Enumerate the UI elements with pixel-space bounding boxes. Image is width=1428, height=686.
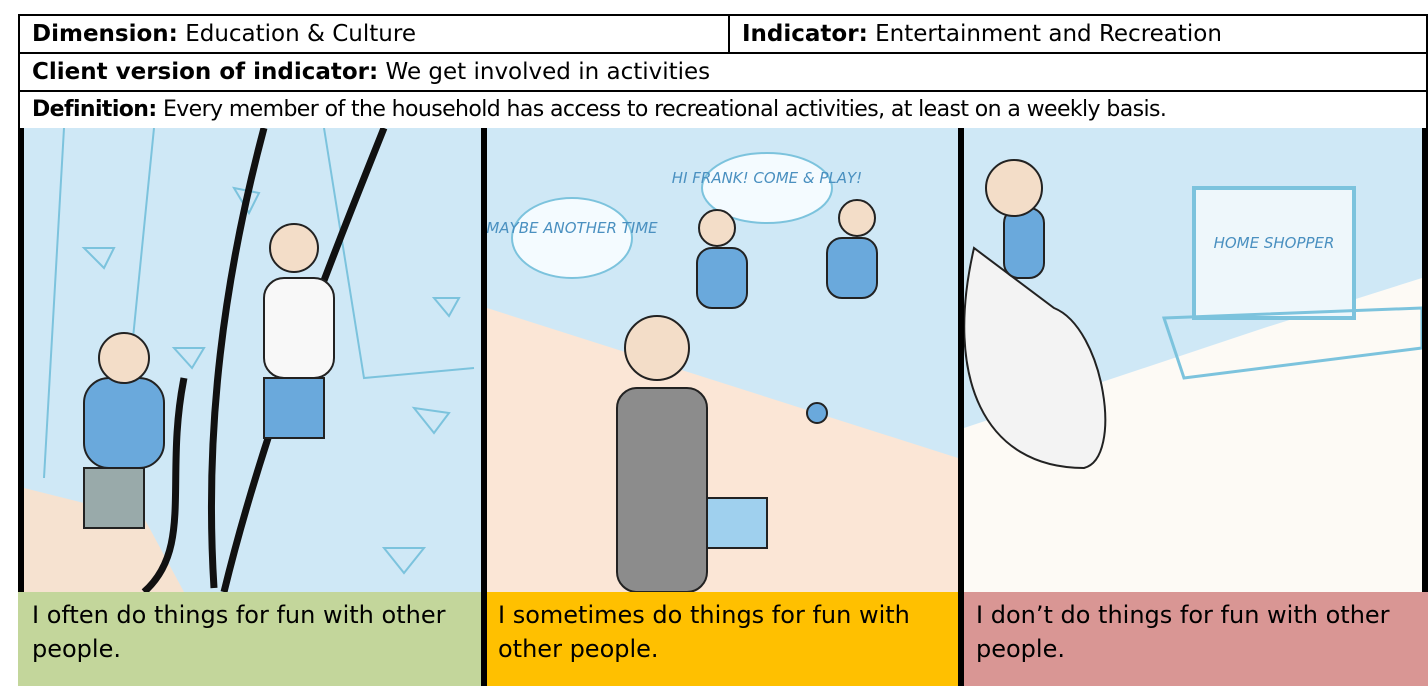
dimension-value: Education & Culture bbox=[185, 21, 416, 47]
indicator-label: Indicator: bbox=[742, 21, 868, 47]
football-drawing: MAYBE ANOTHER TIME HI FRANK! COME & PLAY… bbox=[487, 128, 958, 592]
caption-text: I sometimes do things for fun with other… bbox=[498, 601, 910, 663]
divider bbox=[958, 592, 964, 686]
client-version-value: We get involved in activities bbox=[385, 59, 711, 85]
bubble-text: MAYBE ANOTHER TIME bbox=[487, 219, 658, 237]
dimension-label: Dimension: bbox=[32, 21, 178, 47]
definition-cell: Definition: Every member of the househol… bbox=[18, 90, 1428, 130]
tv-illustration: HOME SHOPPER bbox=[958, 128, 1428, 592]
caption-never: I don’t do things for fun with other peo… bbox=[962, 592, 1428, 686]
tv-text: HOME SHOPPER bbox=[1214, 234, 1335, 252]
bubble-text: HI FRANK! COME & PLAY! bbox=[672, 169, 862, 187]
indicator-value: Entertainment and Recreation bbox=[875, 21, 1222, 47]
caption-often: I often do things for fun with other peo… bbox=[18, 592, 484, 686]
caption-text: I don’t do things for fun with other peo… bbox=[976, 601, 1390, 663]
dimension-cell: Dimension: Education & Culture bbox=[18, 14, 730, 54]
client-version-label: Client version of indicator: bbox=[32, 59, 379, 85]
definition-label: Definition: bbox=[32, 97, 157, 122]
client-version-cell: Client version of indicator: We get invo… bbox=[18, 52, 1428, 92]
indicator-cell: Indicator: Entertainment and Recreation bbox=[728, 14, 1428, 54]
caption-text: I often do things for fun with other peo… bbox=[32, 601, 446, 663]
football-illustration: MAYBE ANOTHER TIME HI FRANK! COME & PLAY… bbox=[481, 128, 964, 592]
caption-sometimes: I sometimes do things for fun with other… bbox=[484, 592, 962, 686]
climbing-drawing bbox=[24, 128, 481, 592]
climbing-illustration bbox=[18, 128, 487, 592]
tv-drawing: HOME SHOPPER bbox=[964, 128, 1422, 592]
definition-value: Every member of the household has access… bbox=[162, 97, 1167, 122]
divider bbox=[481, 592, 487, 686]
